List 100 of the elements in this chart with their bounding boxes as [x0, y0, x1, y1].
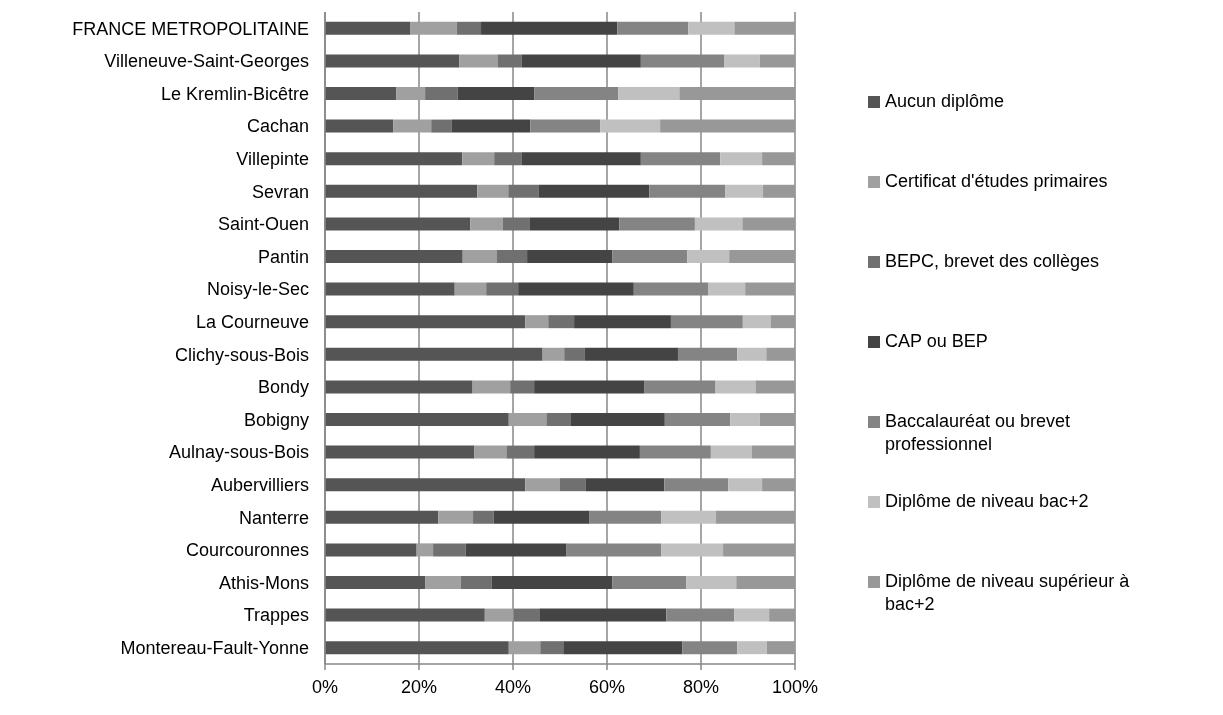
y-tick-label: FRANCE METROPOLITAINE [72, 18, 309, 39]
bar [325, 184, 478, 198]
bar [729, 249, 795, 263]
bar [730, 412, 760, 426]
bar [425, 575, 461, 589]
bar [538, 184, 650, 198]
bar [465, 543, 567, 557]
bar [508, 641, 541, 655]
x-tick-label: 20% [400, 676, 438, 697]
bar [708, 282, 746, 296]
y-tick-label: Aulnay-sous-Bois [168, 442, 309, 463]
bar [619, 217, 695, 231]
bar [325, 249, 463, 263]
bar [325, 543, 417, 557]
x-tick-label: 40% [494, 676, 532, 697]
x-tick-label: 80% [682, 676, 720, 697]
bar [433, 543, 466, 557]
bar [736, 575, 795, 589]
y-tick-label: Courcouronnes [185, 540, 309, 561]
bar [759, 412, 795, 426]
bar [325, 575, 426, 589]
bar [715, 380, 756, 394]
bar [686, 575, 737, 589]
bar [570, 412, 665, 426]
bar [393, 119, 432, 133]
bar [734, 21, 795, 35]
y-tick-label: Bondy [257, 377, 309, 398]
bar [617, 21, 689, 35]
y-tick-label: Saint-Ouen [217, 214, 309, 235]
bar [763, 184, 795, 198]
bar [325, 641, 509, 655]
bar [546, 412, 571, 426]
bar [688, 21, 735, 35]
bar [425, 86, 458, 100]
bar [491, 575, 613, 589]
bar [497, 54, 522, 68]
bar [525, 478, 560, 492]
bar [484, 608, 514, 622]
bar [766, 641, 795, 655]
y-tick-label: Athis-Mons [218, 572, 309, 593]
bar [737, 641, 767, 655]
bar [325, 86, 397, 100]
y-tick-label: Montereau-Fault-Yonne [120, 638, 309, 659]
bar [661, 543, 724, 557]
bar [472, 380, 511, 394]
bar [720, 152, 763, 166]
bar [694, 217, 743, 231]
bar [506, 445, 535, 459]
bar [325, 217, 471, 231]
y-tick-label: Nanterre [238, 507, 309, 528]
y-tick-label: Pantin [257, 246, 309, 267]
bar [661, 510, 717, 524]
bar [325, 347, 543, 361]
bar [462, 152, 495, 166]
bar [618, 86, 680, 100]
bar [521, 54, 641, 68]
y-tick-label: Villepinte [236, 149, 309, 170]
bar [534, 445, 640, 459]
bar [459, 54, 498, 68]
bar [723, 543, 795, 557]
bar [529, 217, 620, 231]
bar [494, 152, 522, 166]
bar [325, 21, 411, 35]
y-tick-label: Noisy-le-Sec [206, 279, 309, 300]
bar [325, 282, 455, 296]
bar [728, 478, 763, 492]
bar [534, 380, 645, 394]
bar [542, 347, 565, 361]
y-tick-label: Sevran [251, 181, 309, 202]
bar [742, 315, 771, 329]
bar [438, 510, 474, 524]
bar [687, 249, 730, 263]
bar [745, 282, 795, 296]
bar [497, 249, 528, 263]
bar [612, 575, 687, 589]
bar [769, 608, 795, 622]
legend-label: Certificat d'études primaires [885, 170, 1109, 193]
bar [325, 445, 475, 459]
bar [325, 315, 526, 329]
y-tick-label: Villeneuve-Saint-Georges [104, 51, 309, 72]
bar [470, 217, 503, 231]
bar [762, 478, 795, 492]
bar [510, 380, 535, 394]
bar [539, 608, 667, 622]
y-tick-label: Aubervilliers [210, 475, 309, 496]
bar [518, 282, 634, 296]
bar [716, 510, 795, 524]
bar [766, 347, 795, 361]
bar [742, 217, 795, 231]
bar [751, 445, 795, 459]
bar [724, 54, 760, 68]
legend-label: Diplôme de niveau bac+2 [885, 490, 1090, 513]
bar [755, 380, 795, 394]
bar [660, 119, 795, 133]
bar [474, 445, 507, 459]
bar [396, 86, 426, 100]
bar [462, 249, 498, 263]
bar [473, 510, 494, 524]
bar [759, 54, 795, 68]
bar [559, 478, 586, 492]
